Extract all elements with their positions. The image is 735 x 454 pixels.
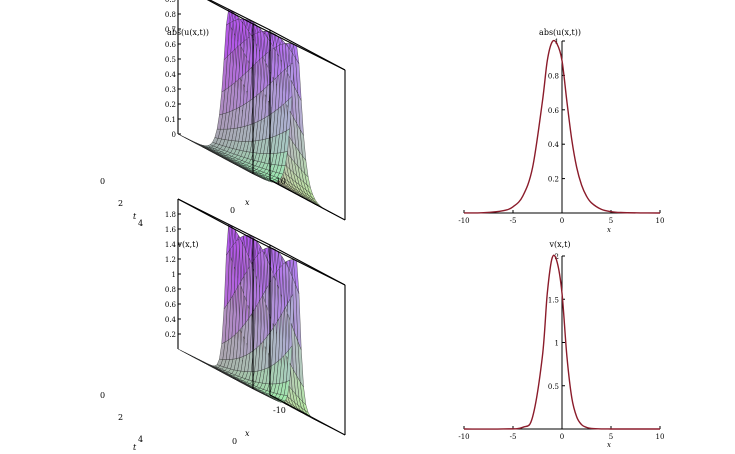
box-edge xyxy=(269,394,346,436)
surface-plot-abs-u: abs(u(x,t)) 0 0.1 0.2 0.3 0.4 0.5 0.6 0.7 0.8 0.9… xyxy=(100,0,346,228)
x-tick-label: 5 xyxy=(609,433,613,441)
t-tick-label: 4 xyxy=(138,435,143,444)
x-tick-label: 0 xyxy=(560,433,564,441)
z-tick-label: 0 xyxy=(172,131,176,139)
box-edge xyxy=(269,179,346,221)
x-tick-label: -10 xyxy=(273,177,286,186)
x-tick-label: -5 xyxy=(510,217,517,225)
z-tick-label: 0.3 xyxy=(165,86,176,94)
box-edge xyxy=(177,198,271,246)
line-title: abs(u(x,t)) xyxy=(539,28,581,37)
y-tick-label: 2 xyxy=(555,253,559,261)
x-tick-label: 0 xyxy=(232,437,237,446)
z-tick-label: 0.8 xyxy=(165,286,176,294)
t-tick-label: 0 xyxy=(100,391,105,400)
z-tick-label: 0.1 xyxy=(165,116,176,124)
line-plot-abs-u: abs(u(x,t)) x -10 -5 0 5 10 0.2 0.4 0.6 0.8 1 xyxy=(458,28,664,234)
y-tick-label: 1 xyxy=(555,340,559,348)
x-axis-label: x xyxy=(607,441,611,449)
x-axis-label: x xyxy=(245,429,250,438)
z-tick-label: 0.2 xyxy=(165,101,176,109)
t-axis-label: t xyxy=(133,443,137,452)
x-axis-label: x xyxy=(607,226,611,234)
z-tick-label: 0.7 xyxy=(165,26,176,34)
box-edge xyxy=(208,0,271,31)
series-line xyxy=(463,39,661,214)
x-tick-label: 0 xyxy=(560,217,564,225)
y-tick-label: 0.6 xyxy=(548,107,560,115)
y-tick-label: 0.8 xyxy=(548,72,559,80)
z-tick-label: 1.2 xyxy=(165,256,176,264)
t-tick-label: 4 xyxy=(138,219,143,228)
z-tick-label: 1 xyxy=(172,271,176,279)
z-tick-label: 1.4 xyxy=(165,241,177,249)
x-tick-label: -10 xyxy=(273,406,286,415)
box-edge xyxy=(206,0,254,25)
y-tick-label: 1.5 xyxy=(548,296,559,304)
surface-plot-v: v(x,t) 0.2 0.4 0.6 0.8 1 1.2 1.4 1.6 1.8 x t -10… xyxy=(100,198,346,452)
x-tick-label: 0 xyxy=(230,206,235,215)
x-tick-label: -10 xyxy=(458,217,469,225)
line-plot-v: v(x,t) x -10 -5 0 5 10 0.5 1 1.5 2 xyxy=(458,240,664,449)
line-title: v(x,t) xyxy=(548,240,570,249)
z-tick-label: 0.4 xyxy=(165,316,177,324)
z-tick-label: 0.6 xyxy=(165,41,177,49)
y-tick-label: 1 xyxy=(555,38,559,46)
surface-title: v(x,t) xyxy=(176,240,198,249)
box-edge xyxy=(252,238,346,286)
z-tick-label: 1.6 xyxy=(165,226,177,234)
z-tick-label: 0.6 xyxy=(165,301,177,309)
x-tick-label: -10 xyxy=(458,433,469,441)
t-tick-label: 2 xyxy=(118,413,123,422)
t-axis-label: t xyxy=(133,212,137,221)
z-tick-label: 0.4 xyxy=(165,71,177,79)
series-line xyxy=(463,254,661,430)
y-tick-label: 0.2 xyxy=(548,176,559,184)
t-tick-label: 2 xyxy=(118,199,123,208)
x-tick-label: 5 xyxy=(609,217,613,225)
x-tick-label: 10 xyxy=(656,433,665,441)
box-edge xyxy=(252,23,346,71)
y-tick-label: 0.5 xyxy=(548,383,559,391)
surface-title: abs(u(x,t)) xyxy=(167,28,209,37)
t-tick-label: 0 xyxy=(100,177,105,186)
z-tick-label: 0.8 xyxy=(165,11,176,19)
z-tick-label: 0.2 xyxy=(165,331,176,339)
z-tick-label: 0.9 xyxy=(165,0,176,4)
y-tick-label: 0.4 xyxy=(548,141,560,149)
x-tick-label: -5 xyxy=(510,433,517,441)
x-tick-label: 10 xyxy=(656,217,665,225)
z-tick-label: 0.5 xyxy=(165,56,176,64)
z-tick-label: 1.8 xyxy=(165,211,176,219)
x-axis-label: x xyxy=(245,198,250,207)
